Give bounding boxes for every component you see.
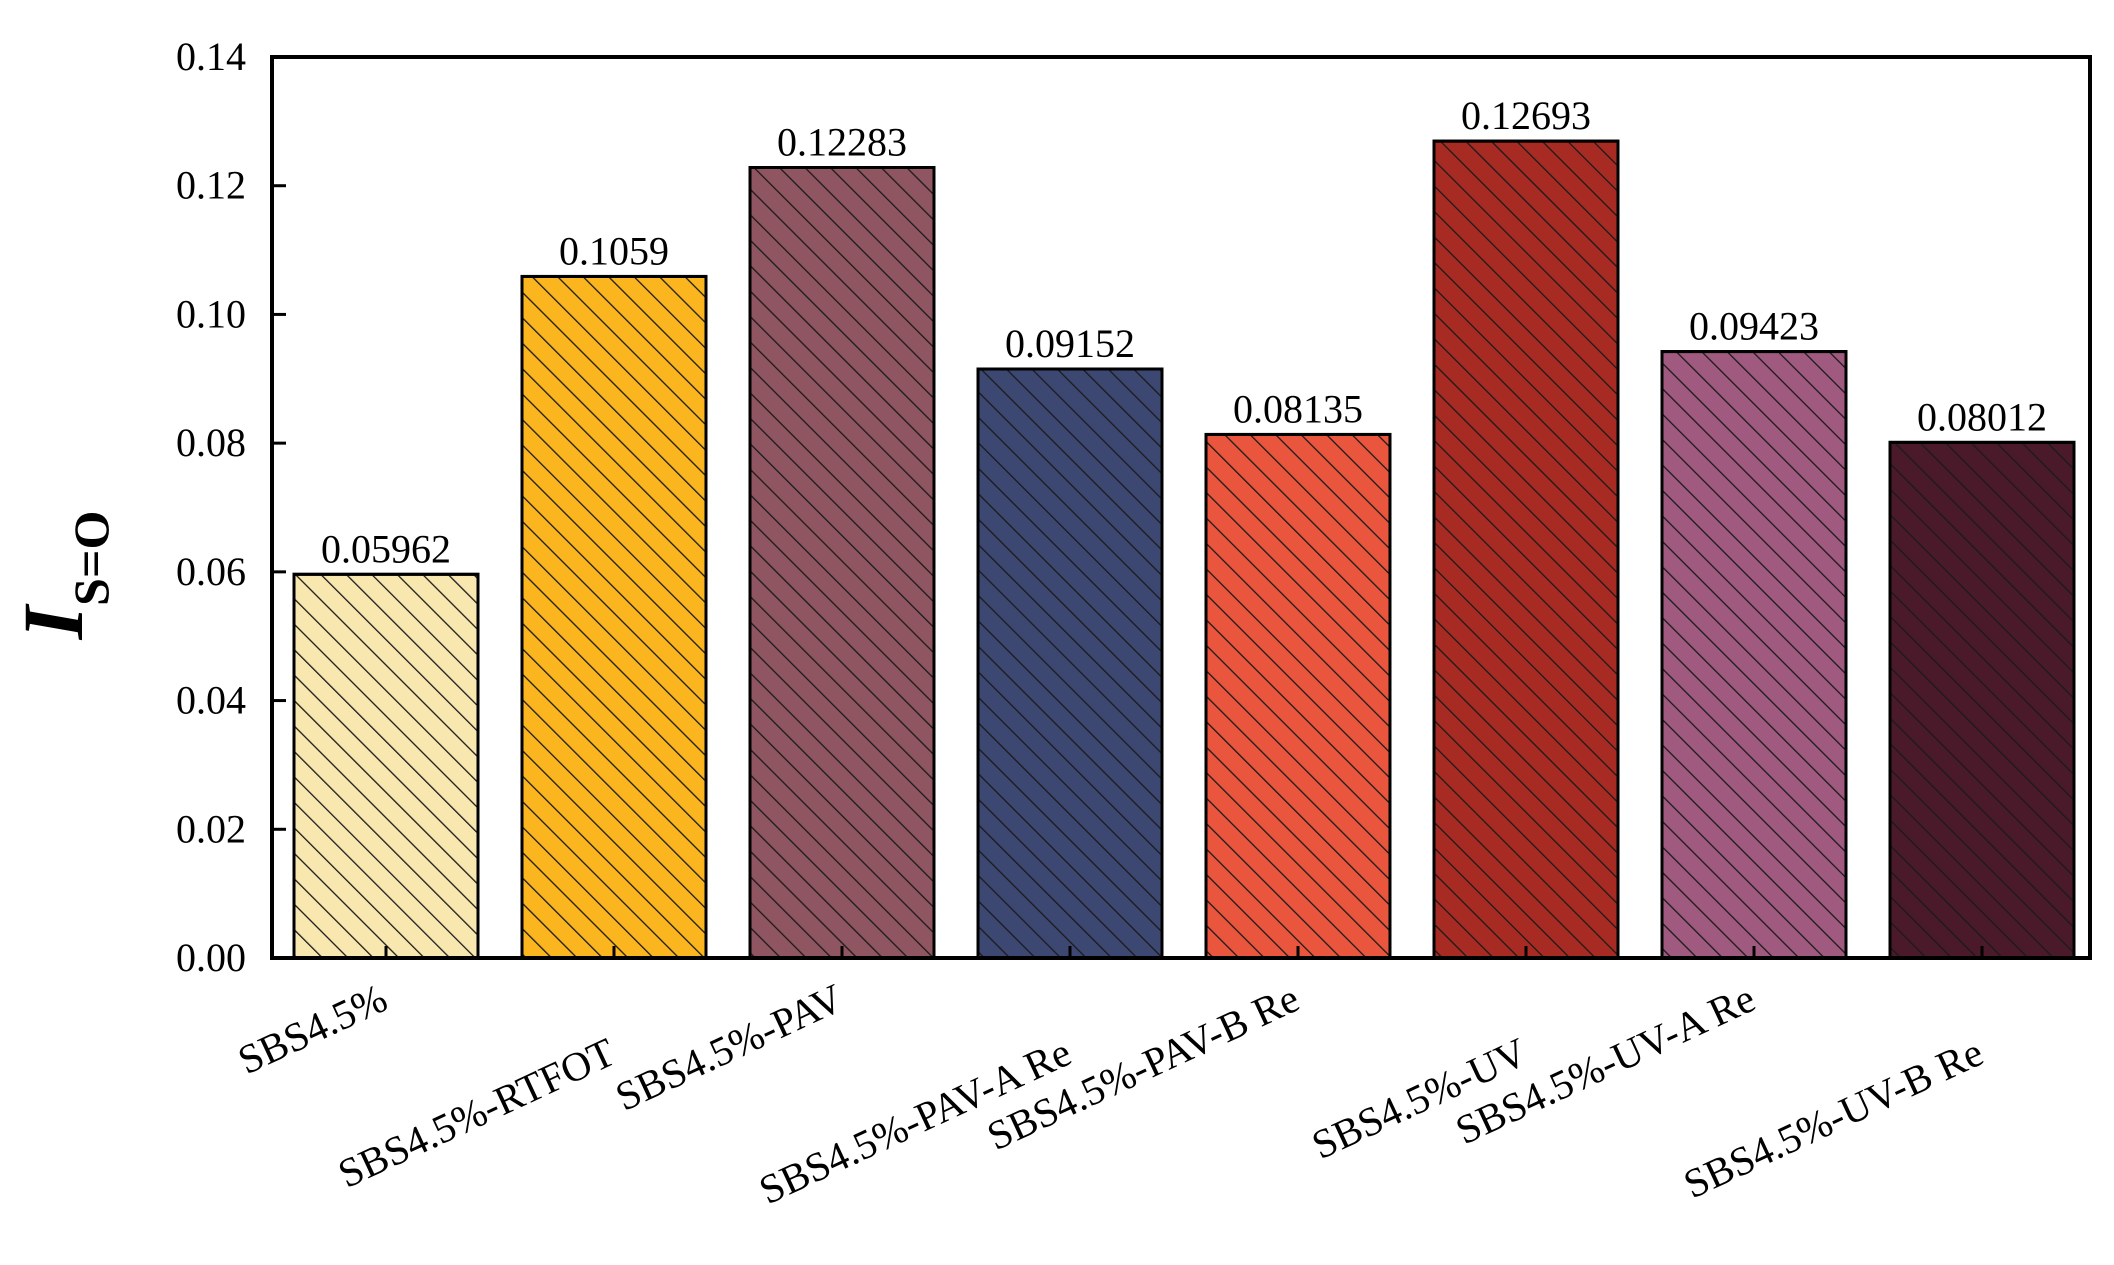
bar-value-label: 0.12283 xyxy=(777,120,907,165)
y-tick-label: 0.12 xyxy=(176,163,246,208)
bar-value-label: 0.05962 xyxy=(321,526,451,571)
bar-value-label: 0.12693 xyxy=(1461,93,1591,138)
y-tick-label: 0.00 xyxy=(176,935,246,980)
bar-series xyxy=(292,139,2076,960)
x-category-label: SBS4.5%-RTFOT xyxy=(331,1028,622,1196)
x-axis: SBS4.5%SBS4.5%-RTFOTSBS4.5%-PAVSBS4.5%-P… xyxy=(231,946,1990,1213)
y-axis-label: IS=O xyxy=(5,511,119,641)
bar-value-label: 0.08135 xyxy=(1233,386,1363,431)
x-category-label: SBS4.5%-UV-B Re xyxy=(1676,1028,1989,1207)
bar-hatch xyxy=(1432,139,1620,960)
bar-hatch xyxy=(292,572,480,960)
bar-hatch xyxy=(1660,350,1848,960)
bar-value-label: 0.1059 xyxy=(559,228,669,273)
data-labels: 0.05962 0.1059 0.12283 0.09152 0.08135 0.1269… xyxy=(321,93,2047,571)
bar-hatch xyxy=(1204,432,1392,960)
bar-hatch xyxy=(748,166,936,960)
x-category-label: SBS4.5%-PAV xyxy=(608,974,850,1119)
y-tick-label: 0.14 xyxy=(176,34,246,79)
bar-value-label: 0.09152 xyxy=(1005,321,1135,366)
y-tick-label: 0.04 xyxy=(176,678,246,723)
bar-hatch xyxy=(976,367,1164,960)
bar-value-label: 0.09423 xyxy=(1689,304,1819,349)
x-category-label: SBS4.5% xyxy=(231,974,394,1083)
bar-hatch xyxy=(520,274,708,960)
bar-value-label: 0.08012 xyxy=(1917,394,2047,439)
y-tick-label: 0.02 xyxy=(176,806,246,851)
plot-frame xyxy=(270,55,2092,960)
y-axis-label-main: I xyxy=(5,603,101,640)
y-axis-label-subscript: S=O xyxy=(63,511,119,606)
y-tick-label: 0.06 xyxy=(176,549,246,594)
bar-hatch xyxy=(1888,440,2076,960)
y-tick-label: 0.08 xyxy=(176,420,246,465)
y-axis: 0.00 0.02 0.04 0.06 0.08 0.10 0.12 0.14 xyxy=(176,34,286,980)
y-tick-label: 0.10 xyxy=(176,291,246,336)
